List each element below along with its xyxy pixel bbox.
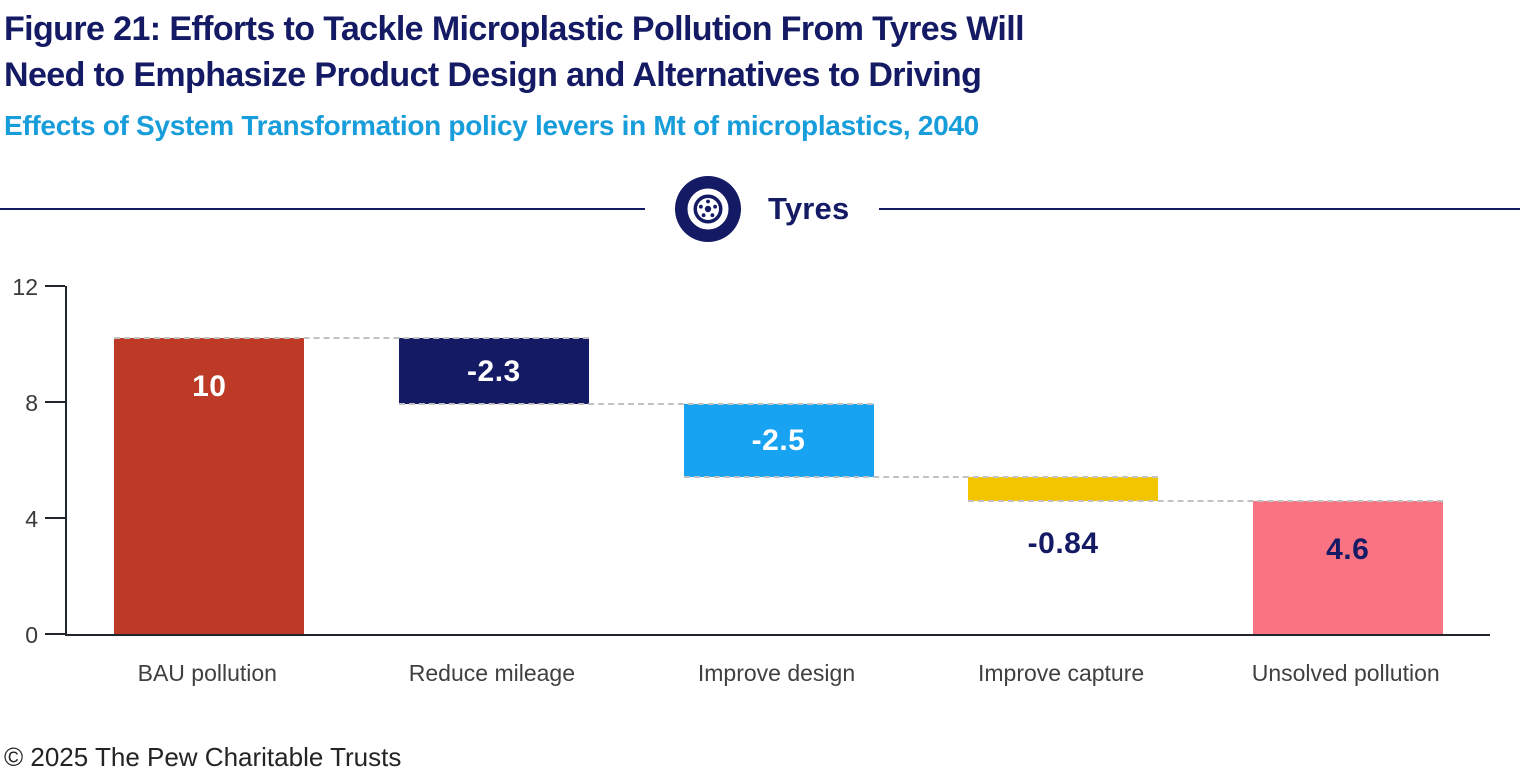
- bar-bau-pollution: [114, 337, 305, 635]
- y-tick-label-0: 0: [25, 622, 38, 649]
- y-tick-mark: [45, 633, 65, 636]
- tyre-icon: [675, 176, 741, 243]
- waterfall-connector: [968, 500, 1443, 503]
- bar-value-reduce-mileage: -2.3: [467, 354, 521, 388]
- section-divider: Tyres: [0, 176, 1520, 243]
- bar-value-improve-design: -2.5: [751, 424, 806, 458]
- waterfall-connector: [398, 403, 874, 406]
- waterfall-chart: 0 4 8 12 10 -2.3 -2.5 -0.84 4.6 BAU pollution Re…: [0, 274, 1520, 690]
- bar-value-improve-capture: -0.84: [1027, 527, 1099, 561]
- plot-area: 10 -2.3 -2.5 -0.84 4.6: [45, 285, 1490, 637]
- copyright: © 2025 The Pew Charitable Trusts: [4, 742, 402, 773]
- x-axis-labels: BAU pollution Reduce mileage Improve desig…: [65, 660, 1490, 690]
- y-tick-label-4: 4: [25, 506, 38, 533]
- y-tick-label-8: 8: [25, 390, 38, 417]
- figure-title: Figure 21: Efforts to Tackle Microplasti…: [0, 6, 1520, 98]
- divider-line-right: [879, 208, 1520, 211]
- x-label-improve-capture: Improve capture: [977, 660, 1145, 687]
- bar-value-unsolved-pollution: 4.6: [1326, 533, 1370, 567]
- bar-unsolved-pollution: [1252, 501, 1443, 635]
- y-tick-mark: [45, 517, 65, 520]
- figure-title-line2: Need to Emphasize Product Design and Alt…: [4, 56, 982, 95]
- waterfall-connector: [114, 336, 589, 339]
- figure-title-line1: Figure 21: Efforts to Tackle Microplasti…: [4, 10, 1025, 48]
- figure-subtitle: Effects of System Transformation policy …: [4, 110, 979, 142]
- divider-line-left: [0, 208, 645, 211]
- y-tick-mark: [45, 285, 65, 288]
- bar-improve-capture: [968, 476, 1159, 502]
- bar-improve-design: [683, 404, 874, 477]
- waterfall-connector: [683, 475, 1159, 478]
- x-label-improve-design: Improve design: [697, 660, 856, 687]
- bar-value-bau-pollution: 10: [192, 369, 227, 403]
- x-label-bau-pollution: BAU pollution: [137, 660, 277, 687]
- x-label-reduce-mileage: Reduce mileage: [408, 660, 575, 687]
- bar-reduce-mileage: [398, 337, 589, 405]
- y-axis: 0 4 8 12: [0, 274, 40, 648]
- x-label-unsolved-pollution: Unsolved pollution: [1251, 660, 1440, 687]
- y-tick-label-12: 12: [12, 274, 38, 301]
- y-tick-mark: [45, 401, 65, 404]
- section-label: Tyres: [768, 191, 850, 227]
